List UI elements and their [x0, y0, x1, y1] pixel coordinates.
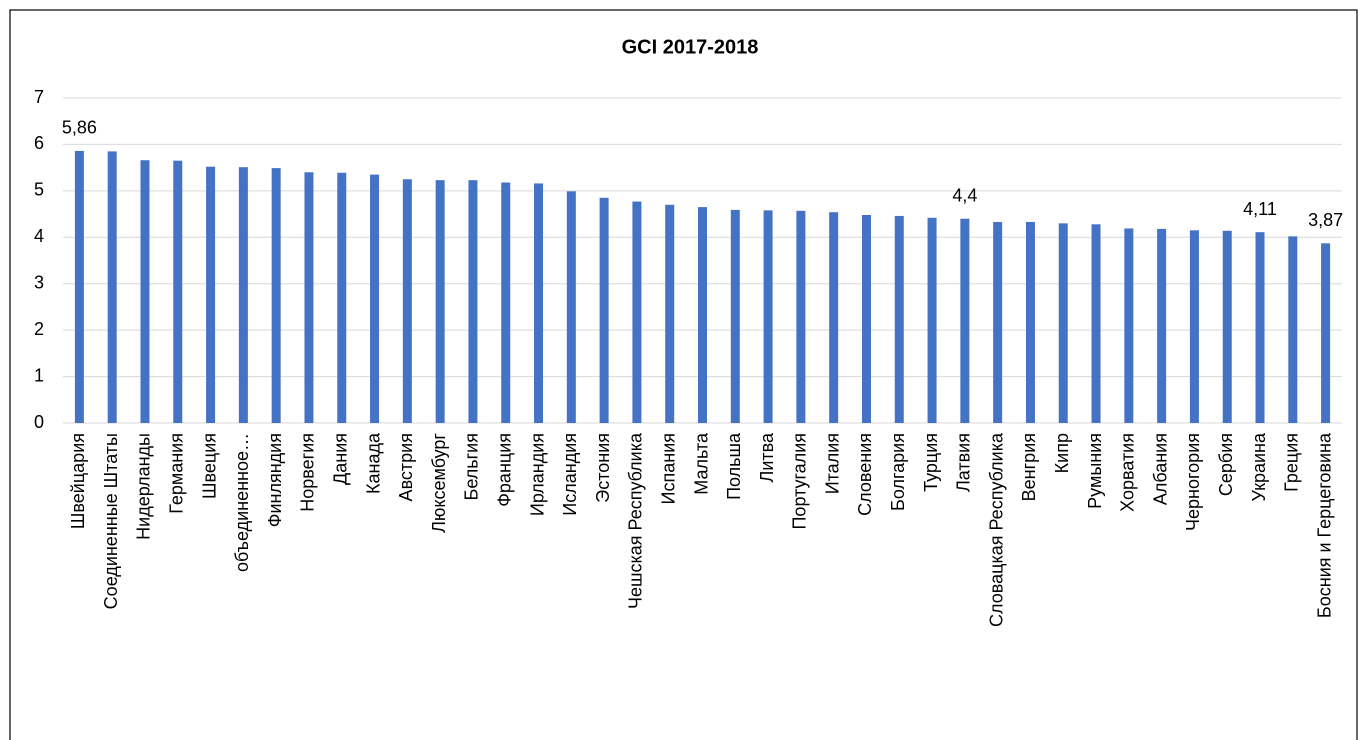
x-tick-label: Дания — [331, 433, 351, 485]
x-tick-label: Латвия — [954, 433, 974, 492]
x-tick-label: Испания — [658, 433, 678, 504]
y-tick-label: 2 — [34, 319, 44, 339]
x-tick-label: Италия — [822, 433, 842, 494]
x-tick-label: Босния и Герцеговина — [1314, 432, 1334, 618]
bar — [1157, 228, 1167, 423]
y-tick-label: 0 — [34, 412, 44, 432]
bar — [501, 182, 511, 423]
bar — [566, 191, 576, 423]
x-tick-label: Мальта — [691, 432, 711, 495]
x-tick-label: Сербия — [1216, 433, 1236, 496]
bar — [271, 168, 281, 423]
bar — [304, 172, 314, 423]
x-tick-label: Исландия — [560, 433, 580, 516]
x-tick-label: Турция — [921, 433, 941, 492]
x-tick-label: Германия — [167, 433, 187, 514]
bar — [927, 217, 937, 423]
x-tick-label: Словацкая Республика — [986, 432, 1006, 627]
y-tick-label: 6 — [34, 133, 44, 153]
bar — [763, 210, 773, 423]
y-tick-label: 3 — [34, 272, 44, 292]
data-label: 4,4 — [952, 185, 977, 205]
x-tick-label: Ирландия — [527, 433, 547, 516]
bar — [894, 215, 904, 423]
bar — [1025, 221, 1035, 423]
x-tick-label: Словения — [855, 433, 875, 516]
bar — [993, 221, 1003, 423]
x-tick-label: Эстония — [593, 433, 613, 503]
bar — [632, 201, 642, 423]
bar — [74, 150, 84, 423]
bar — [402, 179, 412, 423]
bar — [829, 212, 839, 423]
bar — [960, 218, 970, 423]
x-tick-label: Нидерланды — [134, 433, 154, 540]
x-tick-label: Норвегия — [298, 433, 318, 512]
x-tick-label: Австрия — [396, 433, 416, 501]
x-tick-label: Португалия — [790, 433, 810, 530]
bar — [698, 207, 707, 423]
bar — [665, 204, 675, 423]
x-tick-label: Греция — [1282, 433, 1302, 492]
bar — [861, 215, 871, 423]
bar — [468, 180, 478, 423]
data-label: 4,11 — [1243, 199, 1277, 219]
bar — [730, 209, 740, 423]
bar — [1058, 223, 1068, 423]
bar — [1189, 230, 1199, 423]
y-tick-label: 1 — [34, 365, 44, 385]
bar — [107, 151, 117, 423]
bar — [599, 197, 609, 423]
bar — [1222, 230, 1232, 423]
bar — [370, 174, 380, 423]
x-tick-label: Финляндия — [265, 433, 285, 527]
x-tick-label: Болгария — [888, 433, 908, 511]
x-tick-label: Румыния — [1085, 433, 1105, 509]
bar — [534, 183, 544, 423]
x-tick-label: Бельгия — [462, 433, 482, 500]
bar — [140, 160, 150, 423]
y-tick-label: 4 — [34, 226, 44, 246]
bar — [1321, 243, 1331, 423]
x-tick-label: Литва — [757, 432, 777, 482]
bar — [337, 172, 347, 423]
bar — [1091, 224, 1101, 423]
x-tick-label: Франция — [494, 433, 514, 507]
bar — [173, 160, 183, 423]
x-tick-label: Люксембург — [429, 433, 449, 533]
chart-title: GCI 2017-2018 — [622, 36, 759, 58]
bar — [1288, 236, 1298, 423]
bar — [206, 166, 216, 423]
x-tick-label: Швеция — [199, 433, 219, 499]
x-tick-label: объединенное… — [232, 433, 252, 572]
x-tick-label: Соединенные Штаты — [101, 433, 121, 609]
y-tick-label: 5 — [34, 180, 44, 200]
x-tick-label: Венгрия — [1019, 433, 1039, 501]
bar — [435, 180, 445, 423]
bar — [796, 210, 806, 423]
bar — [238, 167, 248, 423]
x-tick-label: Кипр — [1052, 433, 1072, 473]
x-tick-label: Албания — [1150, 433, 1170, 505]
x-tick-label: Польша — [724, 432, 744, 500]
y-tick-label: 7 — [34, 87, 44, 107]
x-tick-label: Канада — [363, 432, 383, 494]
x-tick-label: Чешская Республика — [626, 432, 646, 609]
x-tick-label: Украина — [1249, 432, 1269, 502]
x-tick-label: Швейцария — [68, 433, 88, 529]
bar — [1255, 232, 1265, 423]
bar — [1124, 228, 1134, 423]
data-label: 3,87 — [1308, 210, 1343, 230]
x-tick-label: Черногория — [1183, 433, 1203, 531]
data-label: 5,86 — [62, 118, 97, 138]
x-tick-label: Хорватия — [1118, 433, 1138, 512]
